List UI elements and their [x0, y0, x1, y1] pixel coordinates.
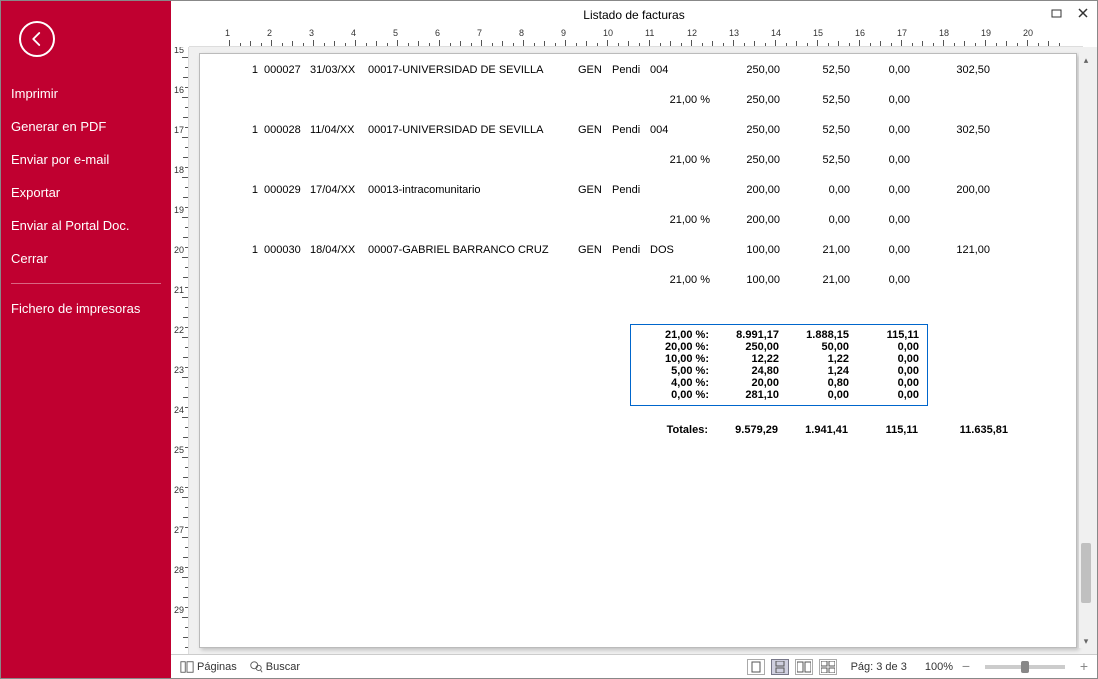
window-title: Listado de facturas: [583, 8, 684, 22]
search-icon: [249, 660, 263, 674]
zoom-slider-knob[interactable]: [1021, 661, 1029, 673]
scroll-up-arrow[interactable]: ▴: [1079, 53, 1093, 67]
invoice-subrow: 21,00 %200,000,000,00: [230, 214, 1056, 226]
sidebar-item-print[interactable]: Imprimir: [1, 77, 171, 110]
sidebar-separator: [11, 283, 161, 284]
close-button[interactable]: [1075, 5, 1091, 21]
maximize-button[interactable]: [1049, 5, 1065, 21]
view-continuous-icon: [775, 661, 785, 673]
titlebar: Listado de facturas: [171, 1, 1097, 29]
sidebar-item-printers[interactable]: Fichero de impresoras: [1, 292, 171, 325]
zoom-in-button[interactable]: +: [1077, 660, 1091, 674]
view-grid-icon: [821, 661, 835, 673]
scroll-down-arrow[interactable]: ▾: [1079, 634, 1093, 648]
invoice-row: 100002811/04/XX00017-UNIVERSIDAD DE SEVI…: [230, 124, 1056, 136]
scroll-thumb[interactable]: [1081, 543, 1091, 603]
view-continuous-button[interactable]: [771, 659, 789, 675]
view-single-button[interactable]: [747, 659, 765, 675]
invoice-subrow: 21,00 %250,0052,500,00: [230, 94, 1056, 106]
page-viewport: 100002731/03/XX00017-UNIVERSIDAD DE SEVI…: [189, 47, 1097, 654]
report-page: 100002731/03/XX00017-UNIVERSIDAD DE SEVI…: [199, 53, 1077, 648]
arrow-left-icon: [28, 30, 46, 48]
main-area: Listado de facturas 12345678910111213141…: [171, 1, 1097, 678]
invoice-row: 100003018/04/XX00007-GABRIEL BARRANCO CR…: [230, 244, 1056, 256]
sidebar-item-export[interactable]: Exportar: [1, 176, 171, 209]
vertical-scrollbar[interactable]: ▴ ▾: [1079, 53, 1093, 648]
statusbar: Páginas Buscar Pág: 3 de 3 100% − +: [171, 654, 1097, 678]
tax-summary-box: 21,00 %:8.991,171.888,15115,1120,00 %:25…: [630, 324, 928, 406]
view-single-icon: [751, 661, 761, 673]
pages-icon: [180, 660, 194, 674]
maximize-icon: [1051, 7, 1063, 19]
totals-row: Totales:9.579,291.941,41115,1111.635,81: [630, 424, 1008, 436]
sidebar-item-pdf[interactable]: Generar en PDF: [1, 110, 171, 143]
zoom-out-button[interactable]: −: [959, 660, 973, 674]
sidebar-item-portal[interactable]: Enviar al Portal Doc.: [1, 209, 171, 242]
close-icon: [1077, 7, 1089, 19]
view-facing-button[interactable]: [795, 659, 813, 675]
view-facing-icon: [797, 661, 811, 673]
view-grid-button[interactable]: [819, 659, 837, 675]
sidebar-item-close[interactable]: Cerrar: [1, 242, 171, 275]
sidebar: Imprimir Generar en PDF Enviar por e-mai…: [1, 1, 171, 678]
invoice-row: 100002917/04/XX00013-intracomunitarioGEN…: [230, 184, 1056, 196]
back-button[interactable]: [19, 21, 55, 57]
pages-panel-button[interactable]: Páginas: [177, 658, 240, 676]
invoice-subrow: 21,00 %100,0021,000,00: [230, 274, 1056, 286]
page-indicator: Pág: 3 de 3: [851, 661, 907, 673]
pages-label: Páginas: [197, 661, 237, 673]
vertical-ruler: 151617181920212223242526272829: [171, 47, 189, 654]
zoom-slider[interactable]: [985, 665, 1065, 669]
search-label: Buscar: [266, 661, 300, 673]
sidebar-item-email[interactable]: Enviar por e-mail: [1, 143, 171, 176]
invoice-row: 100002731/03/XX00017-UNIVERSIDAD DE SEVI…: [230, 64, 1056, 76]
horizontal-ruler: 1234567891011121314151617181920: [189, 29, 1083, 47]
invoice-subrow: 21,00 %250,0052,500,00: [230, 154, 1056, 166]
search-button[interactable]: Buscar: [246, 658, 303, 676]
zoom-value: 100%: [925, 661, 953, 673]
